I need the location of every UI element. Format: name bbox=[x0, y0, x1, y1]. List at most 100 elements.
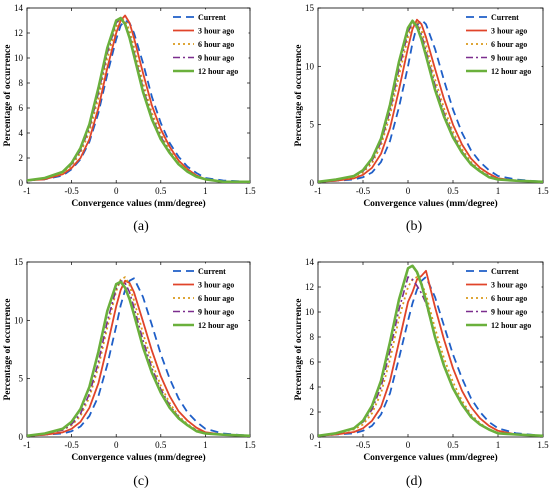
y-tick-label: 10 bbox=[14, 315, 24, 325]
legend-label: 9 hour ago bbox=[198, 308, 234, 317]
y-tick-label: 8 bbox=[19, 78, 24, 88]
legend-label: 3 hour ago bbox=[491, 281, 527, 290]
y-tick-label: 6 bbox=[310, 357, 315, 367]
x-tick-label: -0.5 bbox=[64, 440, 79, 450]
series-line-12-hour-ago bbox=[318, 19, 543, 183]
chart-panel-a: -1 -0.5 0 0.5 1 1.5 0 2 4 6 8 10 12 14 Convergence val… bbox=[3, 3, 256, 209]
x-tick-label: 1 bbox=[203, 186, 208, 196]
y-tick-label: 4 bbox=[19, 128, 24, 138]
y-tick-label: 0 bbox=[310, 432, 315, 442]
legend-label: 6 hour ago bbox=[198, 294, 234, 303]
legend: Current 3 hour ago 6 hour ago 9 hour ago 12 … bbox=[169, 263, 249, 335]
legend-label: 12 hour ago bbox=[491, 67, 531, 76]
x-tick-label: 1.5 bbox=[244, 440, 256, 450]
x-tick-label: 0.5 bbox=[447, 186, 459, 196]
y-axis-label: Percentage of occurrence bbox=[294, 45, 304, 147]
legend-label: Current bbox=[198, 13, 226, 22]
x-tick-label: 0 bbox=[114, 440, 119, 450]
y-tick-label: 6 bbox=[19, 103, 24, 113]
y-tick-label: 15 bbox=[14, 257, 24, 267]
series-line-current bbox=[318, 18, 543, 183]
x-tick-label: -0.5 bbox=[64, 186, 79, 196]
y-axis-label: Percentage of occurrence bbox=[294, 299, 304, 401]
y-tick-label: 0 bbox=[19, 432, 24, 442]
x-tick-label: 1 bbox=[496, 440, 501, 450]
panel-label-d: (d) bbox=[405, 474, 423, 489]
y-tick-label: 8 bbox=[310, 332, 315, 342]
y-tick-label: 5 bbox=[310, 120, 315, 130]
series-line-12-hour-ago bbox=[27, 280, 250, 437]
legend-label: 12 hour ago bbox=[491, 321, 531, 330]
legend-label: 3 hour ago bbox=[491, 27, 527, 36]
x-tick-label: 1.5 bbox=[244, 186, 256, 196]
x-tick-label: 0 bbox=[406, 186, 411, 196]
legend-label: Current bbox=[198, 267, 226, 276]
x-tick-label: 1.5 bbox=[537, 440, 549, 450]
series-line-3-hour-ago bbox=[27, 14, 250, 183]
x-tick-label: -0.5 bbox=[356, 186, 371, 196]
x-tick-label: -1 bbox=[23, 186, 31, 196]
legend-label: 12 hour ago bbox=[198, 321, 238, 330]
series-line-6-hour-ago bbox=[27, 276, 250, 437]
chart-panel-d: -1 -0.5 0 0.5 1 1.5 0 2 4 6 8 10 12 14 Convergence val… bbox=[294, 257, 549, 463]
y-tick-label: 15 bbox=[305, 3, 315, 13]
y-tick-label: 10 bbox=[305, 307, 315, 317]
y-tick-label: 14 bbox=[14, 3, 24, 13]
y-axis-label: Percentage of occurrence bbox=[3, 299, 13, 401]
x-axis-label: Convergence values (mm/degree) bbox=[363, 452, 497, 463]
y-tick-label: 5 bbox=[19, 374, 24, 384]
legend-label: 3 hour ago bbox=[198, 27, 234, 36]
legend: Current 3 hour ago 6 hour ago 9 hour ago 12 … bbox=[462, 263, 542, 335]
legend-label: 6 hour ago bbox=[491, 294, 527, 303]
x-tick-label: 0.5 bbox=[447, 440, 459, 450]
legend-label: 12 hour ago bbox=[198, 67, 238, 76]
y-tick-label: 10 bbox=[305, 61, 315, 71]
panel-label-c: (c) bbox=[133, 474, 149, 489]
chart-panel-b: -1 -0.5 0 0.5 1 1.5 0 5 10 15 Convergence values (… bbox=[294, 3, 549, 209]
chart-panel-c: -1 -0.5 0 0.5 1 1.5 0 5 10 15 Convergence values (… bbox=[3, 257, 256, 463]
y-tick-label: 4 bbox=[310, 382, 315, 392]
legend-label: 3 hour ago bbox=[198, 281, 234, 290]
y-tick-label: 0 bbox=[19, 178, 24, 188]
x-axis-label: Convergence values (mm/degree) bbox=[363, 198, 497, 209]
x-tick-label: 1 bbox=[203, 440, 208, 450]
legend-label: Current bbox=[491, 13, 519, 22]
x-tick-label: -1 bbox=[314, 440, 322, 450]
x-axis-label: Convergence values (mm/degree) bbox=[71, 198, 205, 209]
y-tick-label: 2 bbox=[19, 153, 24, 163]
y-axis-label: Percentage of occurrence bbox=[3, 45, 13, 147]
legend-label: 9 hour ago bbox=[491, 308, 527, 317]
x-tick-label: 0.5 bbox=[155, 186, 167, 196]
y-tick-label: 12 bbox=[305, 282, 314, 292]
legend-box bbox=[462, 9, 542, 81]
x-tick-label: 0 bbox=[406, 440, 411, 450]
y-tick-label: 0 bbox=[310, 178, 315, 188]
legend-box bbox=[169, 9, 249, 81]
legend: Current 3 hour ago 6 hour ago 9 hour ago 12 … bbox=[169, 9, 249, 81]
legend: Current 3 hour ago 6 hour ago 9 hour ago 12 … bbox=[462, 9, 542, 81]
series-line-3-hour-ago bbox=[318, 18, 543, 183]
legend-label: 6 hour ago bbox=[491, 40, 527, 49]
series-line-3-hour-ago bbox=[27, 279, 250, 437]
x-axis-label: Convergence values (mm/degree) bbox=[71, 452, 205, 463]
x-tick-label: 1 bbox=[496, 186, 501, 196]
y-tick-label: 10 bbox=[14, 53, 24, 63]
x-tick-label: 0 bbox=[114, 186, 119, 196]
x-tick-label: -1 bbox=[314, 186, 322, 196]
x-tick-label: -1 bbox=[23, 440, 31, 450]
legend-box bbox=[169, 263, 249, 335]
y-tick-label: 12 bbox=[14, 28, 23, 38]
legend-label: 6 hour ago bbox=[198, 40, 234, 49]
panel-label-a: (a) bbox=[133, 219, 149, 234]
series-line-current bbox=[27, 277, 250, 437]
legend-label: Current bbox=[491, 267, 519, 276]
y-tick-label: 14 bbox=[305, 257, 315, 267]
x-tick-label: 0.5 bbox=[155, 440, 167, 450]
series-line-12-hour-ago bbox=[27, 16, 250, 183]
legend-label: 9 hour ago bbox=[491, 54, 527, 63]
y-tick-label: 2 bbox=[310, 407, 315, 417]
x-tick-label: -0.5 bbox=[356, 440, 371, 450]
series-line-12-hour-ago bbox=[318, 264, 543, 437]
x-tick-label: 1.5 bbox=[537, 186, 549, 196]
